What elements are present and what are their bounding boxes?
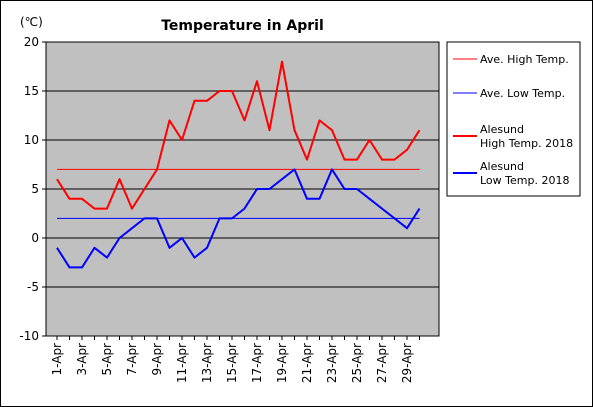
x-tick-label: 17-Apr [250, 343, 264, 383]
legend-label-line: High Temp. 2018 [480, 137, 573, 150]
legend-label-line: Ave. Low Temp. [480, 87, 565, 100]
x-tick-label: 13-Apr [200, 343, 214, 383]
x-tick-label: 9-Apr [150, 343, 164, 376]
y-tick-label: -10 [19, 329, 39, 343]
y-tick-label: 20 [24, 35, 39, 49]
chart-title: Temperature in April [161, 18, 324, 34]
x-tick-label: 25-Apr [350, 343, 364, 383]
x-tick-label: 21-Apr [300, 343, 314, 383]
x-tick-label: 5-Apr [100, 343, 114, 376]
y-tick-label: 0 [31, 231, 39, 245]
x-tick-label: 19-Apr [275, 343, 289, 383]
legend-label-line: Alesund [480, 123, 524, 136]
legend-label-3: Alesund High Temp. 2018 [480, 123, 573, 150]
y-tick-label: 15 [24, 84, 39, 98]
y-axis-ticks: -10 -5 0 5 10 15 20 [19, 35, 46, 343]
series-line-3 [56, 60, 421, 210]
x-tick-label: 7-Apr [125, 343, 139, 376]
legend-label-line: Ave. High Temp. [480, 53, 569, 66]
x-tick-label: 23-Apr [325, 343, 339, 383]
x-tick-label: 27-Apr [375, 343, 389, 383]
series-lines [56, 60, 421, 269]
y-tick-label: 10 [24, 133, 39, 147]
legend-label-2: Ave. Low Temp. [480, 87, 565, 100]
y-tick-label: -5 [27, 280, 39, 294]
x-tick-label: 11-Apr [175, 343, 189, 383]
x-tick-label: 3-Apr [75, 343, 89, 376]
x-tick-label: 29-Apr [400, 343, 414, 383]
series-line-4 [56, 168, 421, 269]
gridlines [46, 90, 439, 288]
x-tick-label: 15-Apr [225, 343, 239, 383]
x-axis-ticks: 1-Apr 3-Apr 5-Apr 7-Apr 9-Apr 11-Apr 13-Apr 15-… [50, 336, 420, 383]
legend-label-1: Ave. High Temp. [480, 53, 569, 66]
x-tick-label: 1-Apr [50, 343, 64, 376]
legend-label-4: Alesund Low Temp. 2018 [480, 160, 569, 187]
legend-items: Ave. High Temp.Ave. Low Temp.Alesund High… [453, 53, 573, 187]
legend-label-line: Low Temp. 2018 [480, 174, 569, 187]
legend [446, 41, 581, 197]
legend-label-line: Alesund [480, 160, 524, 173]
y-tick-label: 5 [31, 182, 39, 196]
unit-label: (℃) [20, 15, 43, 29]
